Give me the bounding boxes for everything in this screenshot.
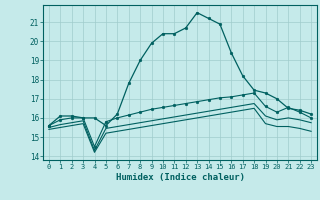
X-axis label: Humidex (Indice chaleur): Humidex (Indice chaleur) <box>116 173 244 182</box>
